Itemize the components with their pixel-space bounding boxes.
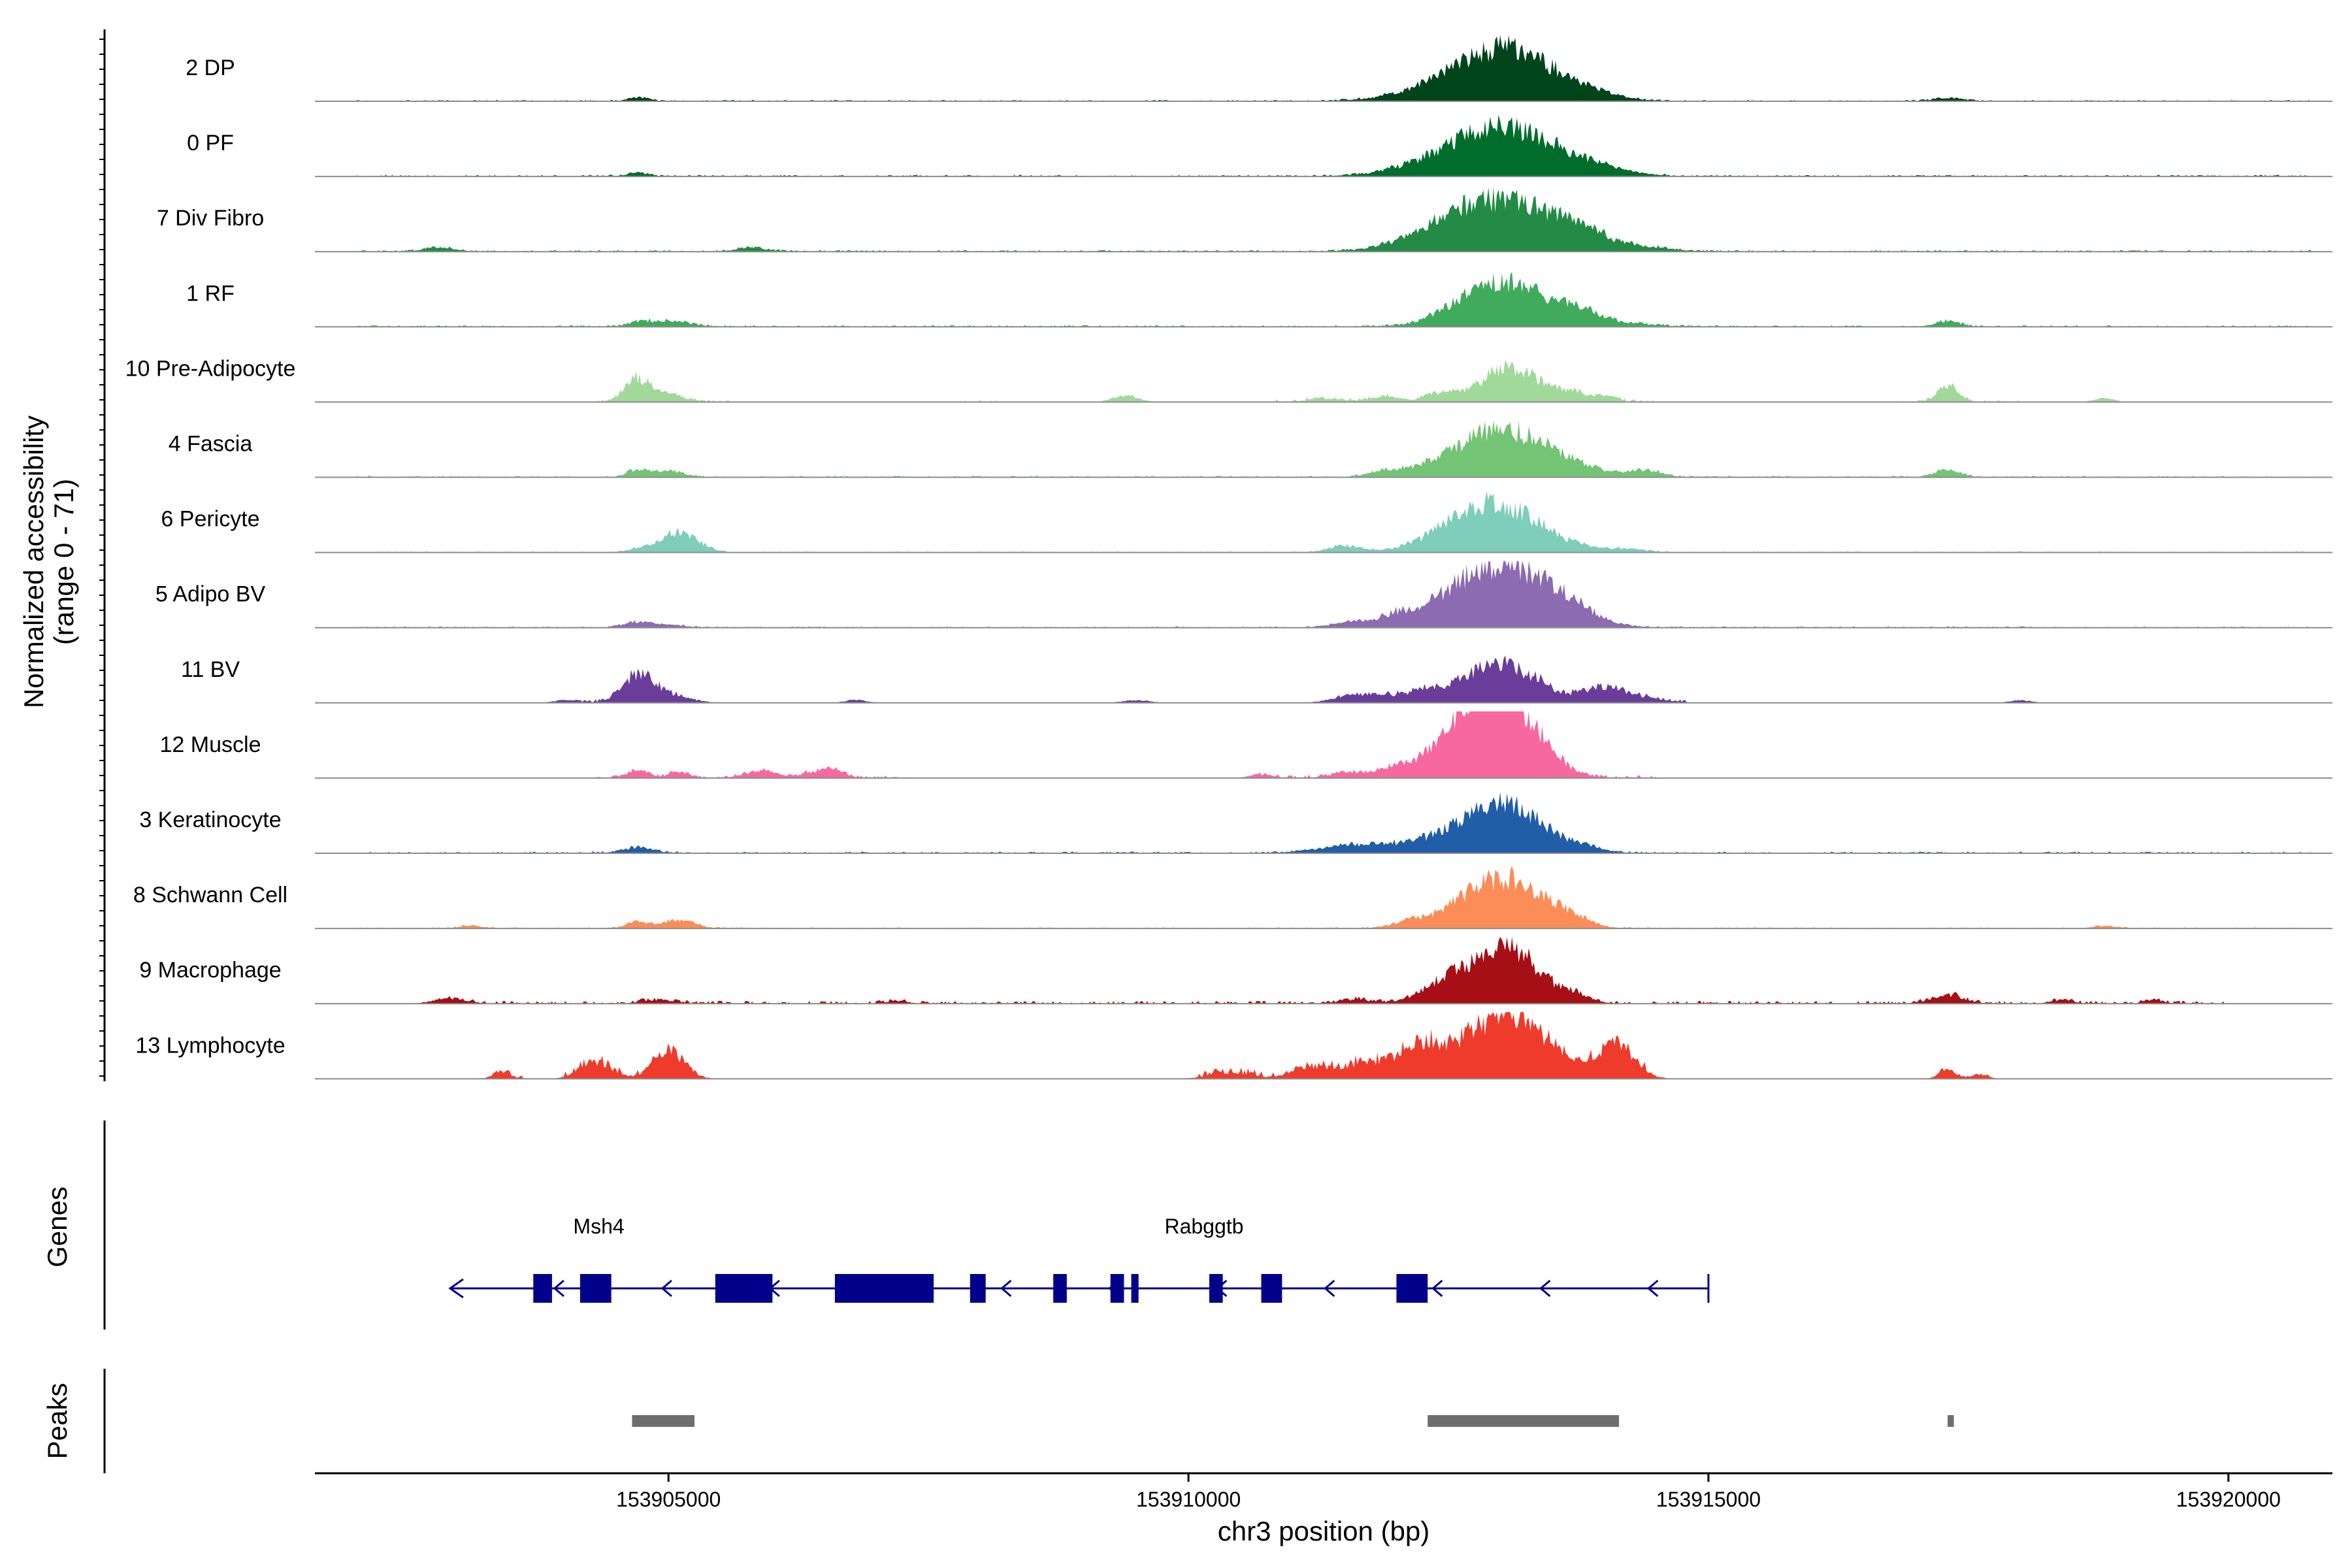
track-14: 13 Lymphocyte — [135, 1012, 2332, 1080]
y-axis-title: Normalized accessibility (range 0 - 71) — [18, 416, 79, 708]
exon — [1053, 1274, 1067, 1303]
track-signal — [315, 272, 2332, 327]
track-signal — [315, 186, 2332, 252]
exon — [533, 1274, 552, 1303]
track-signal — [315, 792, 2332, 853]
track-signal — [315, 114, 2332, 177]
track-label: 10 Pre-Adipocyte — [125, 356, 296, 381]
track-5: 10 Pre-Adipocyte — [125, 356, 2332, 403]
track-1: 2 DP — [186, 35, 2332, 102]
track-11: 3 Keratinocyte — [139, 792, 2332, 854]
track-9: 11 BV — [181, 655, 2332, 704]
track-label: 8 Schwann Cell — [133, 883, 287, 907]
track-label: 13 Lymphocyte — [135, 1033, 285, 1058]
track-label: 3 Keratinocyte — [139, 808, 281, 832]
track-signal — [315, 1012, 2332, 1079]
exon — [887, 1274, 934, 1303]
exon — [1261, 1274, 1282, 1303]
track-2: 0 PF — [187, 114, 2332, 178]
y-axis-title-line2: (range 0 - 71) — [48, 479, 79, 645]
gene-rabggtb: Rabggtb — [887, 1215, 1710, 1303]
track-signal — [315, 35, 2332, 101]
exon — [580, 1274, 612, 1303]
coverage-y-ticks — [99, 39, 105, 1077]
track-13: 9 Macrophage — [139, 937, 2332, 1005]
track-12: 8 Schwann Cell — [133, 866, 2332, 930]
track-label: 11 BV — [181, 657, 240, 682]
strand-arrow — [1647, 1279, 1659, 1298]
track-3: 7 Div Fibro — [157, 186, 2332, 253]
track-signal — [315, 937, 2332, 1004]
track-label: 7 Div Fibro — [157, 206, 264, 231]
gene-msh4: Msh4 — [448, 1215, 898, 1303]
exon — [1131, 1274, 1139, 1303]
exon — [1209, 1274, 1223, 1303]
track-6: 4 Fascia — [169, 420, 2332, 478]
exon — [715, 1274, 773, 1303]
track-signal — [315, 360, 2332, 402]
track-label: 2 DP — [186, 56, 235, 80]
gene-label: Msh4 — [573, 1215, 624, 1238]
strand-arrow-end — [448, 1278, 464, 1299]
track-label: 4 Fascia — [169, 432, 253, 457]
coverage-tracks: 2 DP 0 PF 7 Div Fibro 1 RF 10 Pre-Adipocyte 4… — [125, 35, 2332, 1080]
x-axis-title: chr3 position (bp) — [1218, 1516, 1430, 1546]
track-signal — [315, 711, 2332, 778]
track-label: 9 Macrophage — [139, 958, 281, 983]
track-7: 6 Pericyte — [161, 491, 2332, 553]
track-10: 12 Muscle — [160, 711, 2332, 779]
track-signal — [315, 491, 2332, 553]
track-label: 0 PF — [187, 131, 234, 155]
gene-label: Rabggtb — [1164, 1215, 1243, 1238]
peak-region — [1948, 1415, 1954, 1427]
exon — [1110, 1274, 1124, 1303]
genes-panel-title: Genes — [42, 1186, 73, 1267]
track-label: 5 Adipo BV — [155, 582, 266, 607]
strand-arrow — [1000, 1279, 1012, 1298]
y-axis-title-line1: Normalized accessibility — [18, 416, 49, 708]
strand-arrow — [1539, 1279, 1551, 1298]
x-tick-label: 153905000 — [616, 1488, 721, 1511]
x-tick-label: 153910000 — [1136, 1488, 1241, 1511]
peak-region — [1428, 1415, 1620, 1427]
track-signal — [315, 655, 2332, 703]
peak-annotation — [632, 1415, 1954, 1427]
gene-annotation: Msh4 Rabggtb — [448, 1215, 1710, 1303]
track-signal — [315, 866, 2332, 929]
track-label: 12 Muscle — [160, 732, 261, 757]
x-axis-ticks: 153905000 153910000 153915000 153920000 — [616, 1473, 2281, 1511]
strand-arrow — [1324, 1279, 1335, 1298]
track-label: 1 RF — [186, 281, 235, 306]
peaks-panel-title: Peaks — [42, 1383, 73, 1460]
exon — [970, 1274, 986, 1303]
strand-arrow — [1431, 1279, 1443, 1298]
strand-arrow — [553, 1279, 564, 1298]
track-signal — [315, 561, 2332, 628]
track-signal — [315, 420, 2332, 478]
x-tick-label: 153915000 — [1656, 1488, 1761, 1511]
track-8: 5 Adipo BV — [155, 561, 2332, 629]
x-tick-label: 153920000 — [2176, 1488, 2281, 1511]
track-label: 6 Pericyte — [161, 507, 259, 532]
peak-region — [632, 1415, 694, 1427]
track-4: 1 RF — [186, 272, 2332, 328]
exon — [1396, 1274, 1428, 1303]
strand-arrow — [661, 1279, 672, 1298]
